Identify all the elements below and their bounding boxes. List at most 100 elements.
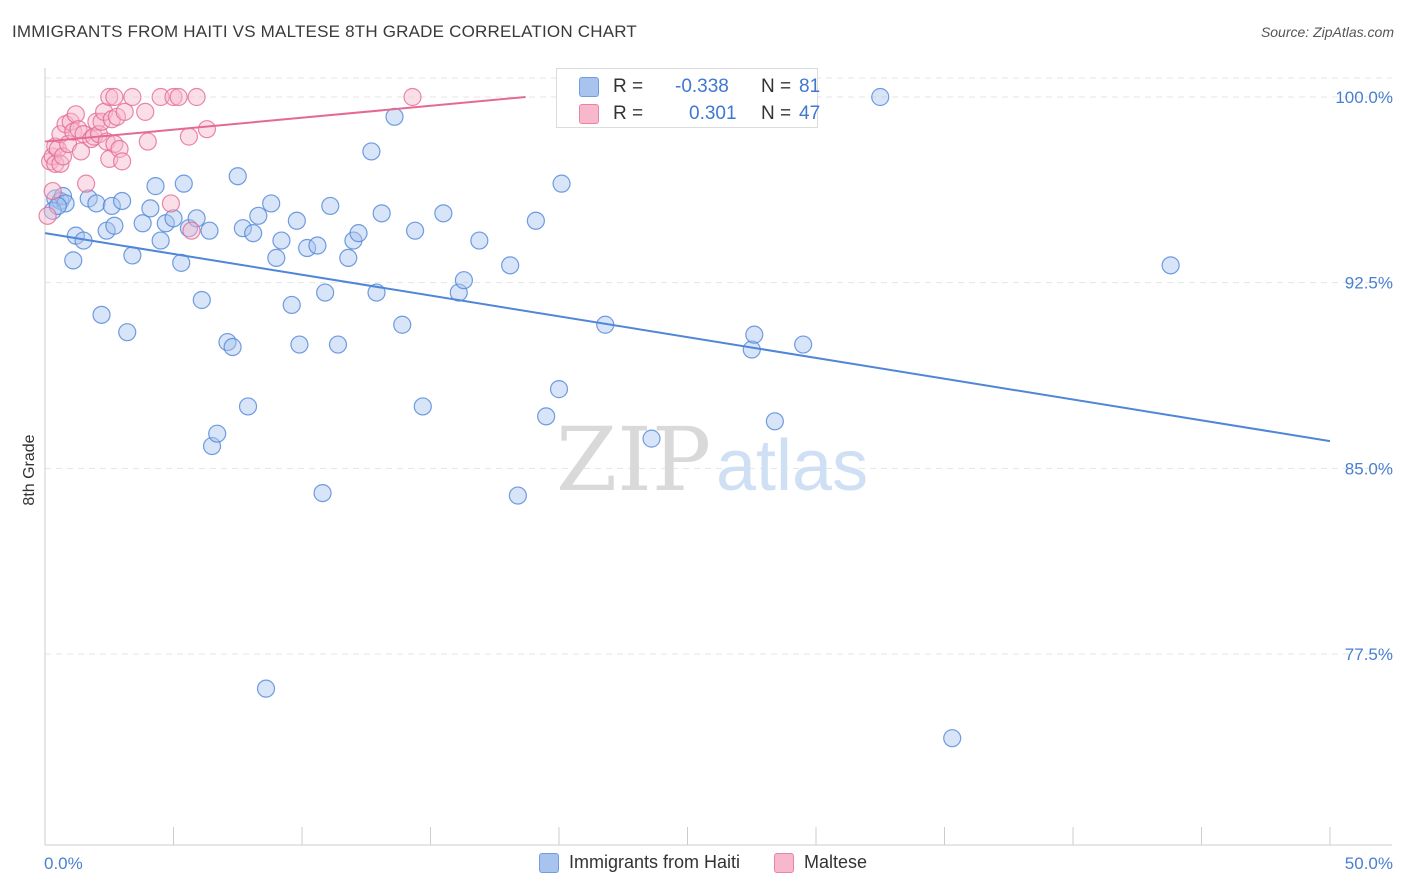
data-point xyxy=(362,142,381,161)
x-tick-label: 50.0% xyxy=(1345,854,1393,873)
stats-swatch-haiti xyxy=(579,77,599,97)
data-point xyxy=(105,87,124,107)
data-point xyxy=(272,231,291,250)
data-point xyxy=(71,142,91,161)
legend-swatch-haiti xyxy=(538,852,559,873)
data-point xyxy=(151,87,170,107)
data-point xyxy=(43,201,62,220)
data-point xyxy=(100,87,119,107)
data-point xyxy=(308,236,327,255)
data-point xyxy=(328,335,348,354)
data-point xyxy=(179,219,199,238)
data-point xyxy=(413,397,432,416)
data-point xyxy=(313,483,332,503)
data-point xyxy=(123,87,142,107)
data-point xyxy=(151,231,170,250)
data-point xyxy=(403,87,422,107)
data-point xyxy=(112,152,132,171)
data-point xyxy=(233,219,252,238)
data-point xyxy=(133,214,152,233)
data-point xyxy=(66,105,85,124)
data-point xyxy=(405,221,425,240)
data-point xyxy=(267,248,286,268)
data-point xyxy=(161,194,181,213)
data-point xyxy=(282,295,301,315)
data-point xyxy=(164,87,183,107)
data-point xyxy=(197,120,217,139)
data-point xyxy=(339,248,358,268)
data-point xyxy=(118,323,137,342)
watermark-atlas: atlas xyxy=(716,426,868,506)
data-point xyxy=(508,486,527,505)
data-point xyxy=(256,679,276,698)
data-point xyxy=(138,132,157,151)
data-point xyxy=(372,204,391,223)
data-point xyxy=(146,177,165,196)
data-point xyxy=(552,174,571,193)
data-point xyxy=(169,87,188,107)
series-haiti xyxy=(43,87,1180,748)
data-point xyxy=(765,412,784,431)
data-point xyxy=(943,729,962,748)
data-point xyxy=(77,174,96,193)
legend-label-haiti: Immigrants from Haiti xyxy=(568,852,740,872)
data-point xyxy=(228,167,247,186)
data-point xyxy=(164,209,183,228)
data-point xyxy=(182,221,201,240)
data-point xyxy=(794,335,813,354)
data-point xyxy=(249,206,268,225)
legend-item-maltese[interactable]: Maltese xyxy=(774,852,867,873)
stats-swatch-maltese xyxy=(579,104,599,124)
y-tick-labels: 77.5% 85.0% 92.5% 100.0% xyxy=(1335,88,1393,664)
data-point xyxy=(51,154,70,173)
watermark-zip: ZIP xyxy=(556,408,711,511)
n-label: N = xyxy=(761,76,792,97)
data-point xyxy=(200,221,219,240)
data-point xyxy=(174,174,193,193)
data-point xyxy=(385,107,404,126)
data-point xyxy=(549,380,569,399)
watermark: ZIP atlas xyxy=(556,408,868,511)
y-tick-label: 85.0% xyxy=(1345,459,1393,478)
data-point xyxy=(871,87,890,107)
axes xyxy=(44,68,1392,846)
x-tick-label: 0.0% xyxy=(44,854,83,873)
series-maltese xyxy=(38,87,422,240)
data-point xyxy=(393,315,412,334)
data-point xyxy=(526,211,545,230)
data-point xyxy=(287,211,306,230)
r-value: -0.338 xyxy=(675,76,729,97)
stats-legend: R = -0.338 N = 81 R = 0.301 N = 47 xyxy=(556,68,820,128)
data-point xyxy=(349,224,368,243)
data-point xyxy=(64,251,83,270)
data-point xyxy=(105,216,124,235)
r-label: R = xyxy=(613,103,644,124)
data-point xyxy=(223,337,242,357)
r-label: R = xyxy=(613,76,644,97)
data-point xyxy=(316,283,335,302)
data-point xyxy=(102,196,121,216)
data-point xyxy=(454,271,474,290)
data-point xyxy=(136,102,155,121)
data-point xyxy=(745,325,764,344)
y-axis-label: 8th Grade xyxy=(21,434,38,505)
data-point xyxy=(187,87,206,107)
data-point xyxy=(115,102,134,121)
data-point xyxy=(46,154,65,173)
data-point xyxy=(321,196,340,216)
grid-lines xyxy=(45,77,1392,655)
data-point xyxy=(434,204,453,223)
data-point xyxy=(290,335,309,354)
data-point xyxy=(742,340,761,359)
legend-label-maltese: Maltese xyxy=(804,852,868,872)
data-point xyxy=(38,206,57,225)
bottom-legend: Immigrants from Haiti Maltese xyxy=(0,852,1406,873)
data-point xyxy=(53,186,73,206)
trend-lines xyxy=(44,96,1331,443)
trend-line-haiti xyxy=(44,232,1331,443)
legend-item-haiti[interactable]: Immigrants from Haiti xyxy=(538,852,740,873)
data-point xyxy=(262,194,281,213)
x-tick-labels: 0.0% 50.0% xyxy=(44,854,1393,873)
data-point xyxy=(123,246,142,265)
